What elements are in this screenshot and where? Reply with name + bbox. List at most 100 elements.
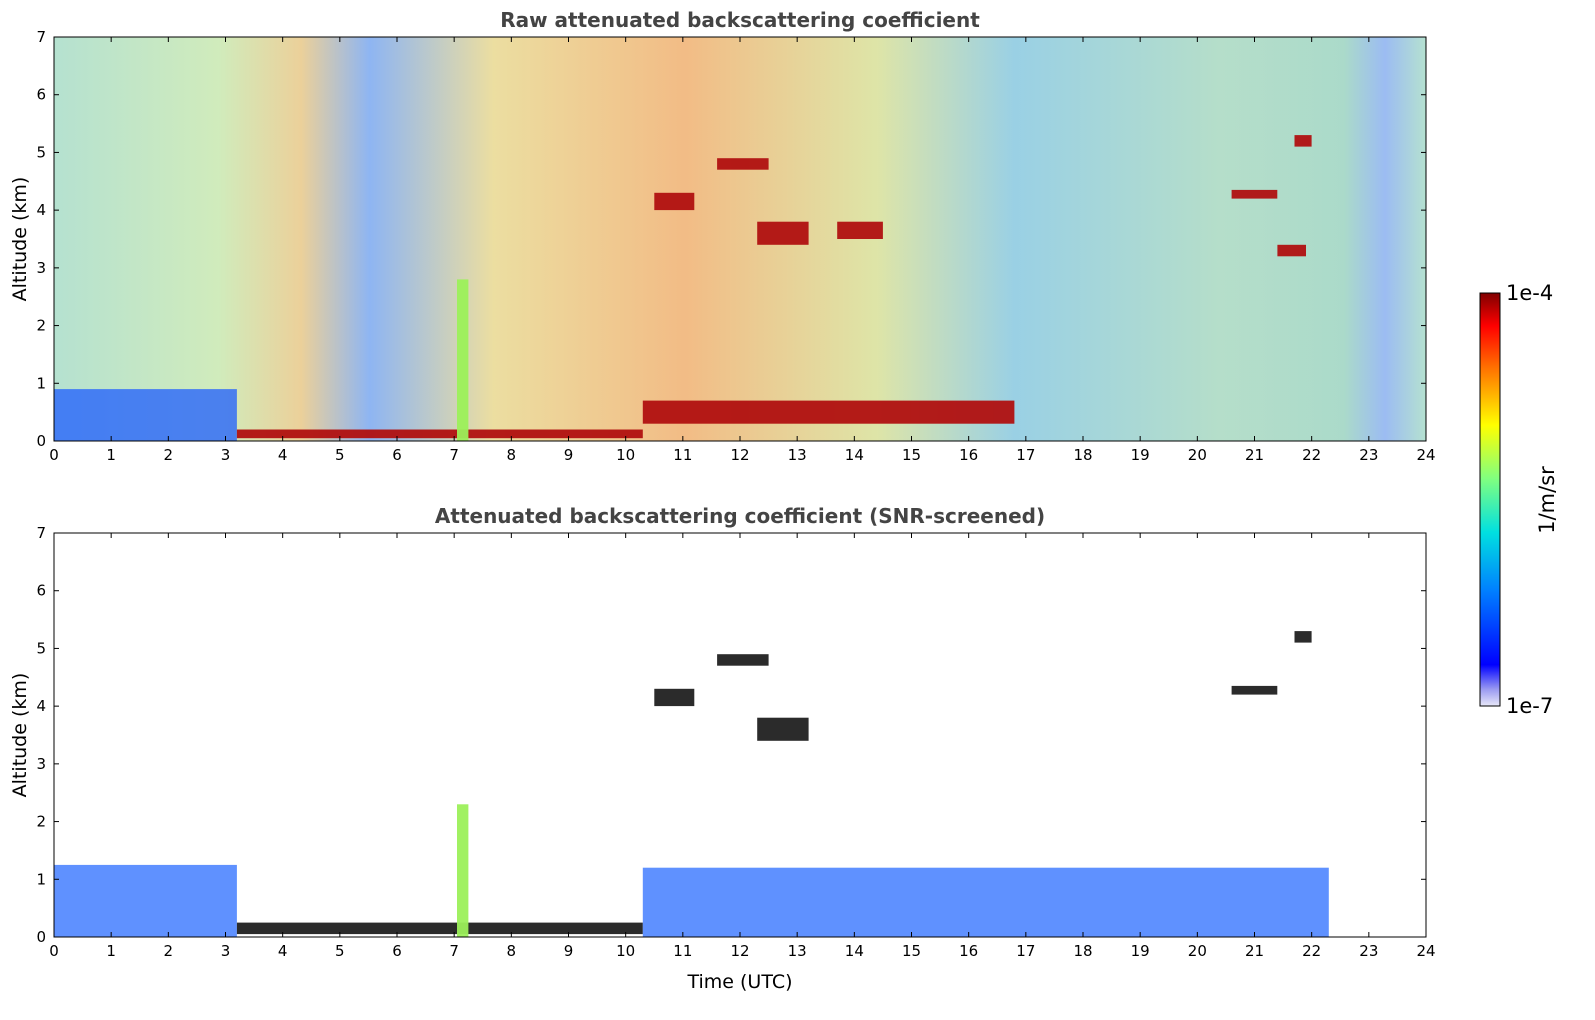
y-tick-label: 5	[36, 143, 46, 161]
y-tick-label: 1	[36, 374, 46, 392]
x-tick-label: 1	[106, 942, 116, 960]
heatmap-surface-layer	[236, 922, 643, 935]
background-signal	[54, 37, 1426, 441]
x-tick-label: 9	[564, 942, 574, 960]
x-tick-label: 4	[278, 942, 288, 960]
panel-raw: Raw attenuated backscattering coefficien…	[9, 8, 1436, 464]
heatmap-cloud-layer	[1231, 189, 1278, 199]
plot-area-snr	[54, 631, 1329, 937]
y-axis-label: Altitude (km)	[9, 177, 31, 302]
y-tick-label: 3	[36, 755, 46, 773]
x-tick-label: 14	[845, 942, 864, 960]
x-tick-label: 10	[616, 446, 635, 464]
x-tick-label: 4	[278, 446, 288, 464]
heatmap-cloud-layer	[757, 717, 809, 741]
heatmap-cloud-layer	[757, 221, 809, 245]
heatmap-surface-layer	[236, 429, 643, 439]
x-tick-label: 15	[902, 942, 921, 960]
x-axis-label: Time (UTC)	[686, 971, 792, 993]
x-tick-label: 12	[730, 942, 749, 960]
y-axis-label: Altitude (km)	[9, 673, 31, 798]
x-tick-label: 11	[673, 942, 692, 960]
panel-snr: Attenuated backscattering coefficient (S…	[9, 504, 1436, 993]
x-tick-label: 19	[1131, 446, 1150, 464]
x-tick-label: 18	[1073, 446, 1092, 464]
y-axis: 0 1 2 3 4 5 6 7	[36, 524, 1426, 946]
y-tick-label: 0	[36, 928, 46, 946]
x-tick-label: 3	[221, 446, 231, 464]
x-tick-label: 16	[959, 446, 978, 464]
x-tick-label: 8	[507, 942, 517, 960]
y-tick-label: 7	[36, 28, 46, 46]
y-tick-label: 2	[36, 317, 46, 335]
y-tick-label: 3	[36, 259, 46, 277]
x-tick-label: 3	[221, 942, 231, 960]
x-tick-label: 17	[1016, 446, 1035, 464]
x-tick-label: 20	[1188, 446, 1207, 464]
x-tick-label: 10	[616, 942, 635, 960]
y-axis: 0 1 2 3 4 5 6 7	[36, 28, 1426, 450]
x-tick-label: 19	[1131, 942, 1150, 960]
panel-title: Attenuated backscattering coefficient (S…	[435, 504, 1045, 528]
heatmap-cloud-layer	[837, 221, 883, 239]
colorbar-gradient	[1479, 292, 1501, 707]
x-tick-label: 8	[507, 446, 517, 464]
heatmap-cloud-layer	[654, 192, 695, 211]
y-tick-label: 4	[36, 697, 46, 715]
x-tick-label: 13	[788, 446, 807, 464]
colorbar-max-label: 1e-4	[1506, 281, 1553, 305]
x-tick-label: 21	[1245, 942, 1264, 960]
x-tick-label: 15	[902, 446, 921, 464]
heatmap-cloud-layer	[1294, 631, 1312, 643]
x-tick-label: 9	[564, 446, 574, 464]
heatmap-cloud-layer	[717, 654, 769, 666]
x-tick-label: 11	[673, 446, 692, 464]
x-tick-label: 24	[1416, 942, 1435, 960]
colorbar-min-label: 1e-7	[1506, 694, 1553, 718]
x-tick-label: 2	[164, 446, 174, 464]
heatmap-cloud-layer	[654, 688, 695, 707]
x-tick-label: 22	[1302, 942, 1321, 960]
heatmap-convective-plume	[457, 804, 469, 937]
heatmap-cloud-layer	[1294, 135, 1312, 147]
x-tick-label: 5	[335, 446, 345, 464]
x-tick-label: 5	[335, 942, 345, 960]
x-tick-label: 6	[392, 446, 402, 464]
x-tick-label: 20	[1188, 942, 1207, 960]
y-tick-label: 6	[36, 582, 46, 600]
y-tick-label: 0	[36, 432, 46, 450]
x-tick-label: 2	[164, 942, 174, 960]
y-tick-label: 5	[36, 639, 46, 657]
heatmap-cloud-layer	[1277, 244, 1306, 257]
x-tick-label: 22	[1302, 446, 1321, 464]
x-tick-label: 18	[1073, 942, 1092, 960]
x-tick-label: 12	[730, 446, 749, 464]
x-tick-label: 23	[1359, 942, 1378, 960]
heatmap-cloud-layer	[717, 158, 769, 170]
panel-title: Raw attenuated backscattering coefficien…	[500, 8, 980, 32]
x-axis: 0 1 2 3 4 5 6 7 8 9 10 11 12 13 14 15 16 17 18 19 20 21 22 23 24	[49, 37, 1436, 464]
x-axis: 0 1 2 3 4 5 6 7 8 9 10 11 12 13 14 15 16 17 18 19 20 21 22 23 24	[49, 533, 1436, 960]
x-tick-label: 23	[1359, 446, 1378, 464]
x-tick-label: 16	[959, 942, 978, 960]
y-tick-label: 2	[36, 813, 46, 831]
x-tick-label: 7	[449, 942, 459, 960]
x-tick-label: 13	[788, 942, 807, 960]
x-tick-label: 0	[49, 446, 59, 464]
colorbar-label: 1/m/sr	[1535, 466, 1559, 534]
heatmap-cloud-layer	[1231, 685, 1278, 695]
y-tick-label: 6	[36, 86, 46, 104]
x-tick-label: 7	[449, 446, 459, 464]
x-tick-label: 0	[49, 942, 59, 960]
heatmap-boundary-layer-top	[642, 400, 1015, 424]
colorbar: 1e-4 1e-7 1/m/sr	[1479, 281, 1559, 718]
heatmap-boundary-layer	[642, 867, 1329, 937]
heatmap-convective-plume	[457, 279, 469, 441]
y-tick-label: 1	[36, 870, 46, 888]
y-tick-label: 7	[36, 524, 46, 542]
plot-area-raw	[54, 37, 1426, 441]
x-tick-label: 17	[1016, 942, 1035, 960]
heatmap-boundary-layer	[54, 864, 237, 937]
x-tick-label: 24	[1416, 446, 1435, 464]
